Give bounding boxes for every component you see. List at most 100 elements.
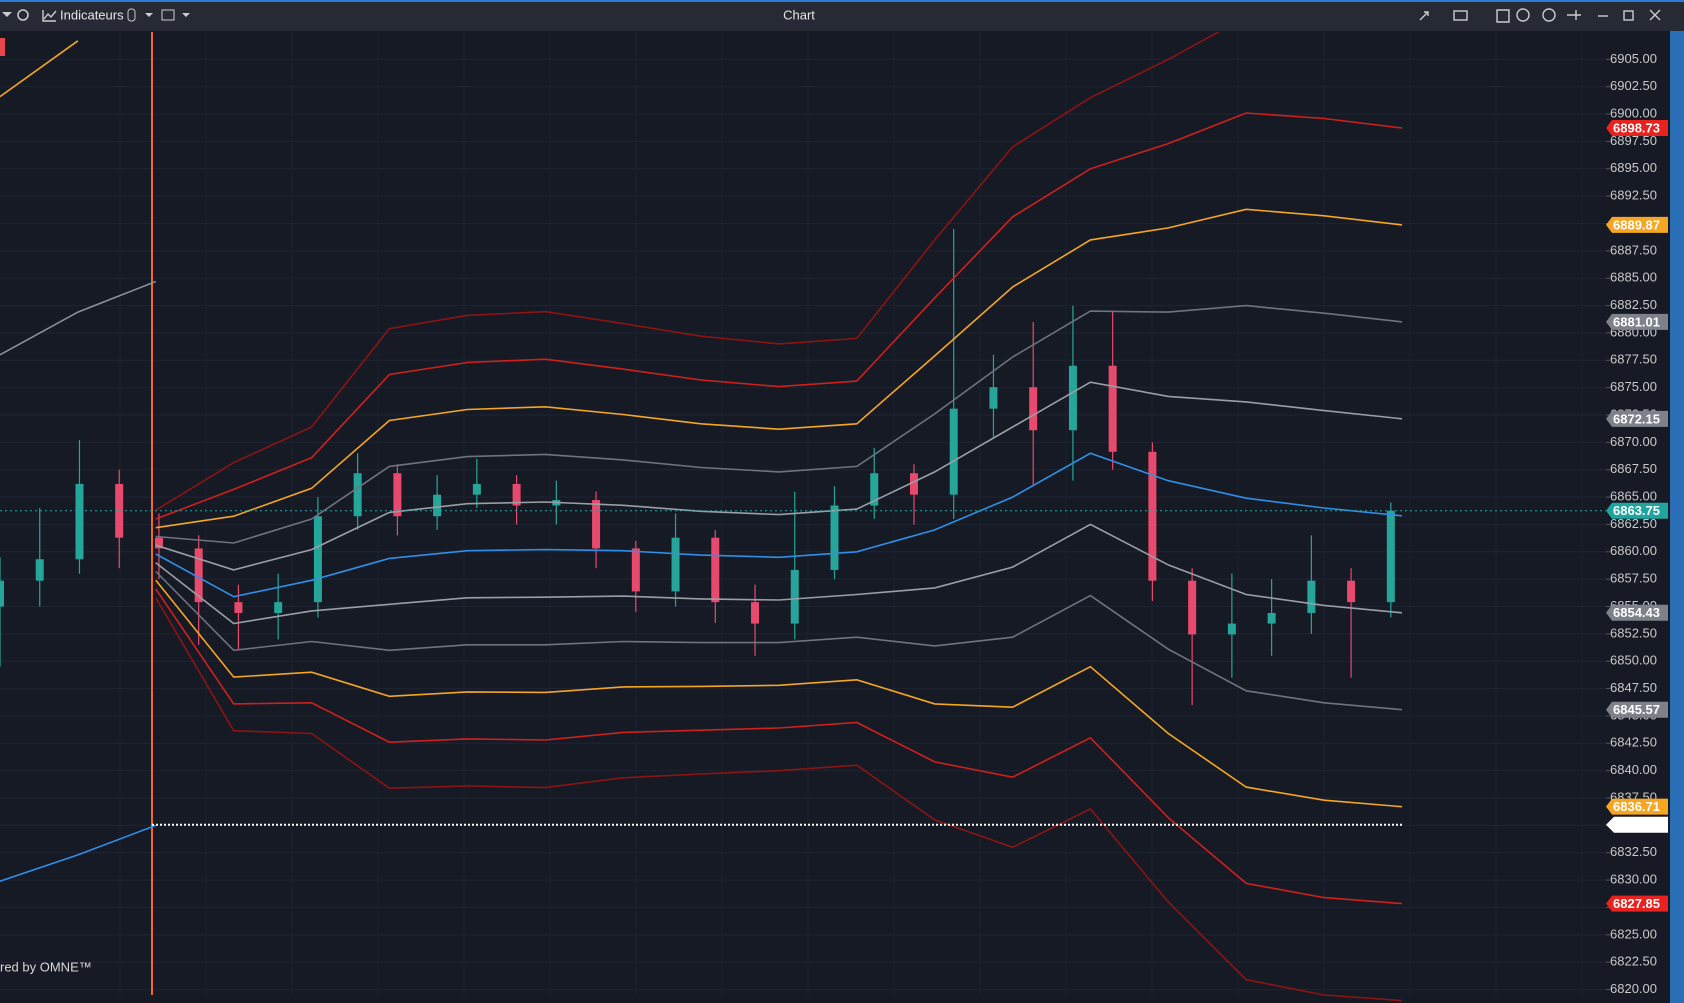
- y-tick-label: 6862.50: [1610, 516, 1657, 531]
- dropdown-icon[interactable]: [2, 12, 12, 17]
- candle-body: [870, 473, 879, 506]
- candle-body: [989, 387, 998, 409]
- y-tick-label: 6860.00: [1610, 543, 1657, 558]
- fullscreen-icon[interactable]: [1496, 9, 1510, 23]
- y-tick-label: 6892.50: [1610, 188, 1657, 203]
- candle-body: [313, 516, 322, 603]
- candle-body: [35, 559, 44, 581]
- y-tick-label: 6840.00: [1610, 762, 1657, 777]
- y-tick-label: 6882.50: [1610, 297, 1657, 312]
- price-tag: [1606, 798, 1668, 815]
- candle-body: [1108, 365, 1117, 452]
- candle-body: [75, 483, 84, 560]
- y-tick-label: 6875.00: [1610, 379, 1657, 394]
- level-tag: [1606, 816, 1668, 833]
- y-tick-label: 6832.50: [1610, 844, 1657, 859]
- price-tag: [1606, 895, 1668, 912]
- restore-icon[interactable]: [1623, 10, 1634, 21]
- candle-body: [1386, 510, 1395, 603]
- band-line: [155, 304, 1403, 544]
- band-line: [0, 824, 157, 882]
- price-tag-label: 6872.15: [1613, 411, 1660, 426]
- y-tick-label: 6895.00: [1610, 160, 1657, 175]
- price-tag: [1606, 119, 1668, 136]
- y-tick-label: 6870.00: [1610, 434, 1657, 449]
- pin-icon[interactable]: [1567, 10, 1581, 20]
- dropdown-icon[interactable]: [145, 13, 190, 17]
- band-line: [0, 280, 157, 356]
- candle-body: [472, 483, 481, 495]
- candle-body: [1227, 623, 1236, 635]
- band-line: [155, 112, 1403, 520]
- candle-body: [592, 500, 601, 549]
- candle-body: [671, 537, 680, 592]
- y-tick-label: 6900.00: [1610, 106, 1657, 121]
- y-tick-label: 6887.50: [1610, 242, 1657, 257]
- watermark: red by OMNE™: [0, 959, 92, 974]
- candle-body: [393, 473, 402, 517]
- price-tag-label: 6845.57: [1613, 702, 1660, 717]
- clock-icon[interactable]: [127, 8, 136, 22]
- settings-icon[interactable]: [1542, 8, 1556, 22]
- price-tag: [1606, 313, 1668, 330]
- y-tick-label: 6902.50: [1610, 78, 1657, 93]
- candle-body: [1029, 387, 1038, 431]
- candle-body: [631, 548, 640, 592]
- y-tick-label: 6830.00: [1610, 872, 1657, 887]
- band-line: [155, 523, 1403, 625]
- candle-body: [353, 473, 362, 517]
- zoom-icon[interactable]: [17, 9, 29, 21]
- indicators-button[interactable]: Indicateurs: [60, 7, 124, 22]
- price-tag-label: 6863.75: [1613, 503, 1660, 518]
- price-tag-label: 6881.01: [1613, 314, 1660, 329]
- y-tick-label: 6842.50: [1610, 735, 1657, 750]
- candle-body: [1347, 580, 1356, 603]
- band-line: [155, 32, 1220, 511]
- candle-body: [1267, 612, 1276, 624]
- indicators-icon[interactable]: [42, 10, 57, 22]
- candle-body: [1148, 451, 1157, 581]
- close-icon[interactable]: [1649, 9, 1661, 21]
- help-icon[interactable]: [1516, 8, 1530, 22]
- y-tick-label: 6857.50: [1610, 571, 1657, 586]
- candle-body: [274, 602, 283, 613]
- candle-body: [1068, 365, 1077, 431]
- alert-marker: [0, 38, 5, 56]
- y-tick-label: 6825.00: [1610, 926, 1657, 941]
- band-line: [155, 570, 1403, 711]
- layout-icon[interactable]: [161, 9, 175, 21]
- expand-icon[interactable]: [1419, 11, 1429, 21]
- window-controls: [1419, 8, 1661, 23]
- price-tag: [1606, 502, 1668, 519]
- band-line: [0, 40, 79, 98]
- y-tick-label: 6850.00: [1610, 653, 1657, 668]
- price-tag-label: 6898.73: [1613, 120, 1660, 135]
- y-tick-label: 6852.50: [1610, 625, 1657, 640]
- price-tag-label: 6854.43: [1613, 605, 1660, 620]
- y-tick-label: 6897.50: [1610, 133, 1657, 148]
- price-tag-label: 6836.71: [1613, 799, 1660, 814]
- candle-body: [154, 537, 163, 549]
- y-tick-label: 6877.50: [1610, 352, 1657, 367]
- candle-body: [234, 602, 243, 613]
- y-tick-label: 6885.00: [1610, 270, 1657, 285]
- y-tick-label: 6865.00: [1610, 489, 1657, 504]
- y-tick-label: 6905.00: [1610, 51, 1657, 66]
- band-line: [155, 597, 1403, 1002]
- candle-body: [194, 548, 203, 603]
- candle-body: [0, 580, 4, 607]
- y-tick-label: 6847.50: [1610, 680, 1657, 695]
- band-line: [155, 588, 1403, 905]
- price-tag: [1606, 216, 1668, 233]
- toolbar: [0, 0, 1684, 31]
- candle-body: [1307, 580, 1316, 613]
- camera-icon[interactable]: [1453, 10, 1468, 21]
- y-tick-label: 6822.50: [1610, 954, 1657, 969]
- price-tag: [1606, 410, 1668, 427]
- candle-body: [115, 483, 124, 538]
- plot: [0, 32, 1606, 1002]
- band-line: [155, 208, 1403, 529]
